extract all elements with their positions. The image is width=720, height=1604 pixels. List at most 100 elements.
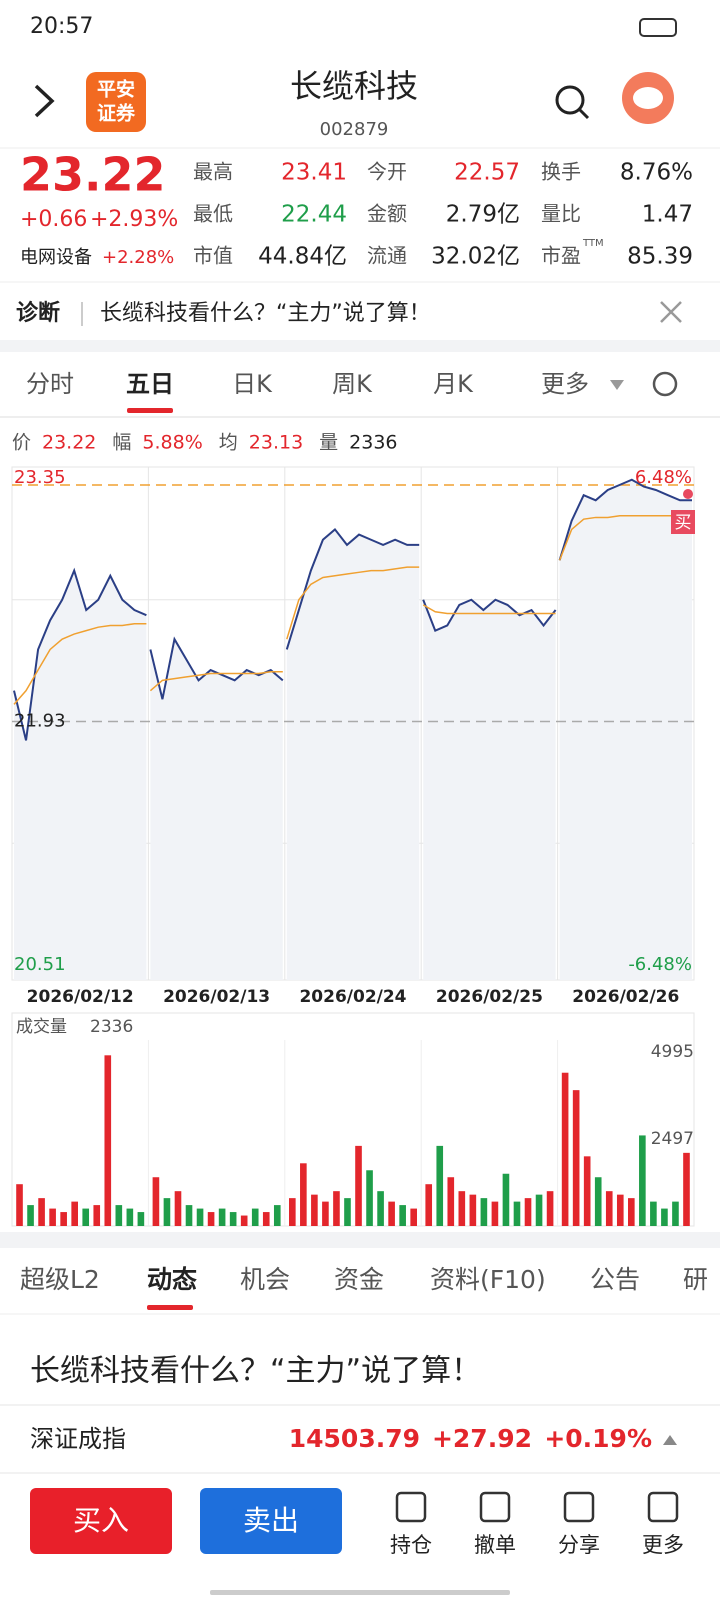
stat-value: 44.84亿 [258, 244, 347, 270]
tab[interactable]: 分时 [26, 370, 74, 398]
price-line [422, 598, 557, 632]
buy-button[interactable] [30, 1488, 172, 1554]
stats: 最高 23.41 今开 22.57 换手 8.76% 最低 22.44 金额 2.79亿 量比 1.4… [193, 160, 693, 270]
vol-bar [240, 1215, 248, 1226]
vol-bar [561, 1072, 569, 1226]
tab-underline [127, 408, 173, 413]
vol-bar [616, 1194, 624, 1226]
stat-sup: TTM [582, 238, 604, 249]
price-line [149, 636, 284, 700]
vol-bar [524, 1198, 532, 1226]
vol-bar [207, 1212, 215, 1226]
area [150, 639, 283, 980]
pct-label: -6.48% [628, 954, 692, 975]
price-line [13, 567, 147, 741]
bottom-tab[interactable]: 机会 [240, 1265, 290, 1294]
vol-bar [289, 1198, 296, 1226]
vol-bar [185, 1205, 193, 1226]
tab[interactable]: 更多 [541, 370, 589, 398]
vol-bar [218, 1208, 226, 1226]
diag-text[interactable]: 长缆科技看什么？“主力”说了算！ [100, 301, 431, 326]
area [14, 570, 147, 980]
tabs: 分时 五日 日K 周K 月K 更多 [26, 370, 589, 398]
settings[interactable] [652, 371, 678, 397]
avg-line [558, 514, 692, 561]
battery [639, 18, 677, 37]
bottom-tab[interactable]: 公告 [590, 1265, 640, 1294]
tab[interactable]: 五日 [126, 370, 174, 398]
price-line [558, 478, 692, 561]
info-value: 23.22 [42, 432, 96, 454]
info-label: 幅 [112, 432, 131, 454]
buy-mark[interactable] [671, 510, 695, 534]
stat-label: 流通 [367, 244, 407, 268]
stat-label: 市盈 [541, 244, 581, 268]
vol-bar [60, 1212, 67, 1226]
vol-bar [152, 1177, 160, 1226]
bottom-tab[interactable]: 研 [683, 1265, 708, 1294]
stat-label: 最低 [193, 202, 233, 226]
bottom-tabs: 超级L2 动态 机会 资金 资料(F10) 公告 研 [20, 1265, 708, 1294]
stat-value: 2.79亿 [446, 202, 520, 228]
tab[interactable]: 周K [332, 370, 373, 398]
gap [0, 340, 720, 352]
vol-bar [82, 1208, 90, 1226]
tool-icon[interactable] [647, 1491, 679, 1523]
dropdown [610, 380, 624, 390]
vol-bg [11, 1012, 695, 1227]
expand[interactable] [663, 1435, 677, 1445]
vol-bar [174, 1191, 182, 1226]
vol-bar [399, 1205, 406, 1226]
index-name: 深证成指 [30, 1425, 126, 1453]
y-tick-label: 20.51 [14, 954, 66, 975]
stat-value: 85.39 [627, 244, 693, 270]
vol-bar [333, 1191, 340, 1226]
stat-label: 今开 [367, 160, 407, 184]
stat-value: 23.41 [281, 160, 347, 186]
bottom-tab[interactable]: 资金 [334, 1265, 384, 1294]
vol-bar [469, 1194, 477, 1226]
tool-label: 分享 [558, 1533, 600, 1557]
x-tick-label: 2026/02/12 [27, 987, 134, 1007]
tab[interactable]: 日K [232, 370, 273, 398]
vol-bar [425, 1184, 433, 1226]
vol-bar [38, 1198, 45, 1226]
stat-value: 8.76% [620, 160, 693, 186]
news[interactable]: 长缆科技看什么？“主力”说了算！ [30, 1354, 481, 1389]
info-value: 2336 [349, 432, 397, 454]
x-tick-label: 2026/02/13 [163, 987, 270, 1007]
tab[interactable]: 月K [433, 370, 474, 398]
tool-label: 持仓 [390, 1533, 432, 1557]
tool-icon[interactable] [563, 1491, 595, 1523]
bottom-tab[interactable]: 动态 [147, 1265, 197, 1294]
vol-bar [137, 1212, 145, 1226]
vol-bar [628, 1198, 635, 1226]
stat-label: 最高 [193, 160, 233, 184]
close[interactable] [660, 301, 682, 323]
stat-value: 22.44 [281, 202, 347, 228]
vol-bar [377, 1191, 384, 1226]
info-value: 23.13 [249, 432, 303, 454]
index-value: 14503.79 [289, 1424, 420, 1453]
vol-tick-label: 2497 [651, 1129, 694, 1149]
vol-bar [229, 1212, 237, 1226]
back[interactable] [34, 84, 55, 118]
tool-icon[interactable] [395, 1491, 427, 1523]
vol-tick-label: 4995 [651, 1042, 694, 1062]
bottom-tab[interactable]: 超级L2 [20, 1265, 100, 1294]
index-pct: +0.19% [544, 1424, 652, 1453]
vol-bar [650, 1201, 657, 1226]
info-value: 5.88% [142, 432, 202, 454]
tool-icon[interactable] [479, 1491, 511, 1523]
vol-bar [683, 1152, 690, 1226]
sell-button[interactable] [200, 1488, 342, 1554]
search[interactable] [555, 85, 585, 115]
change: +0.66 [20, 207, 87, 232]
buy-label: 买入 [73, 1504, 129, 1537]
vol-bar [639, 1135, 646, 1226]
bottom-tab[interactable]: 资料(F10) [430, 1265, 546, 1294]
vol-bar [115, 1205, 123, 1226]
search [578, 108, 590, 120]
logo [86, 72, 146, 132]
tool-label: 更多 [642, 1533, 684, 1557]
